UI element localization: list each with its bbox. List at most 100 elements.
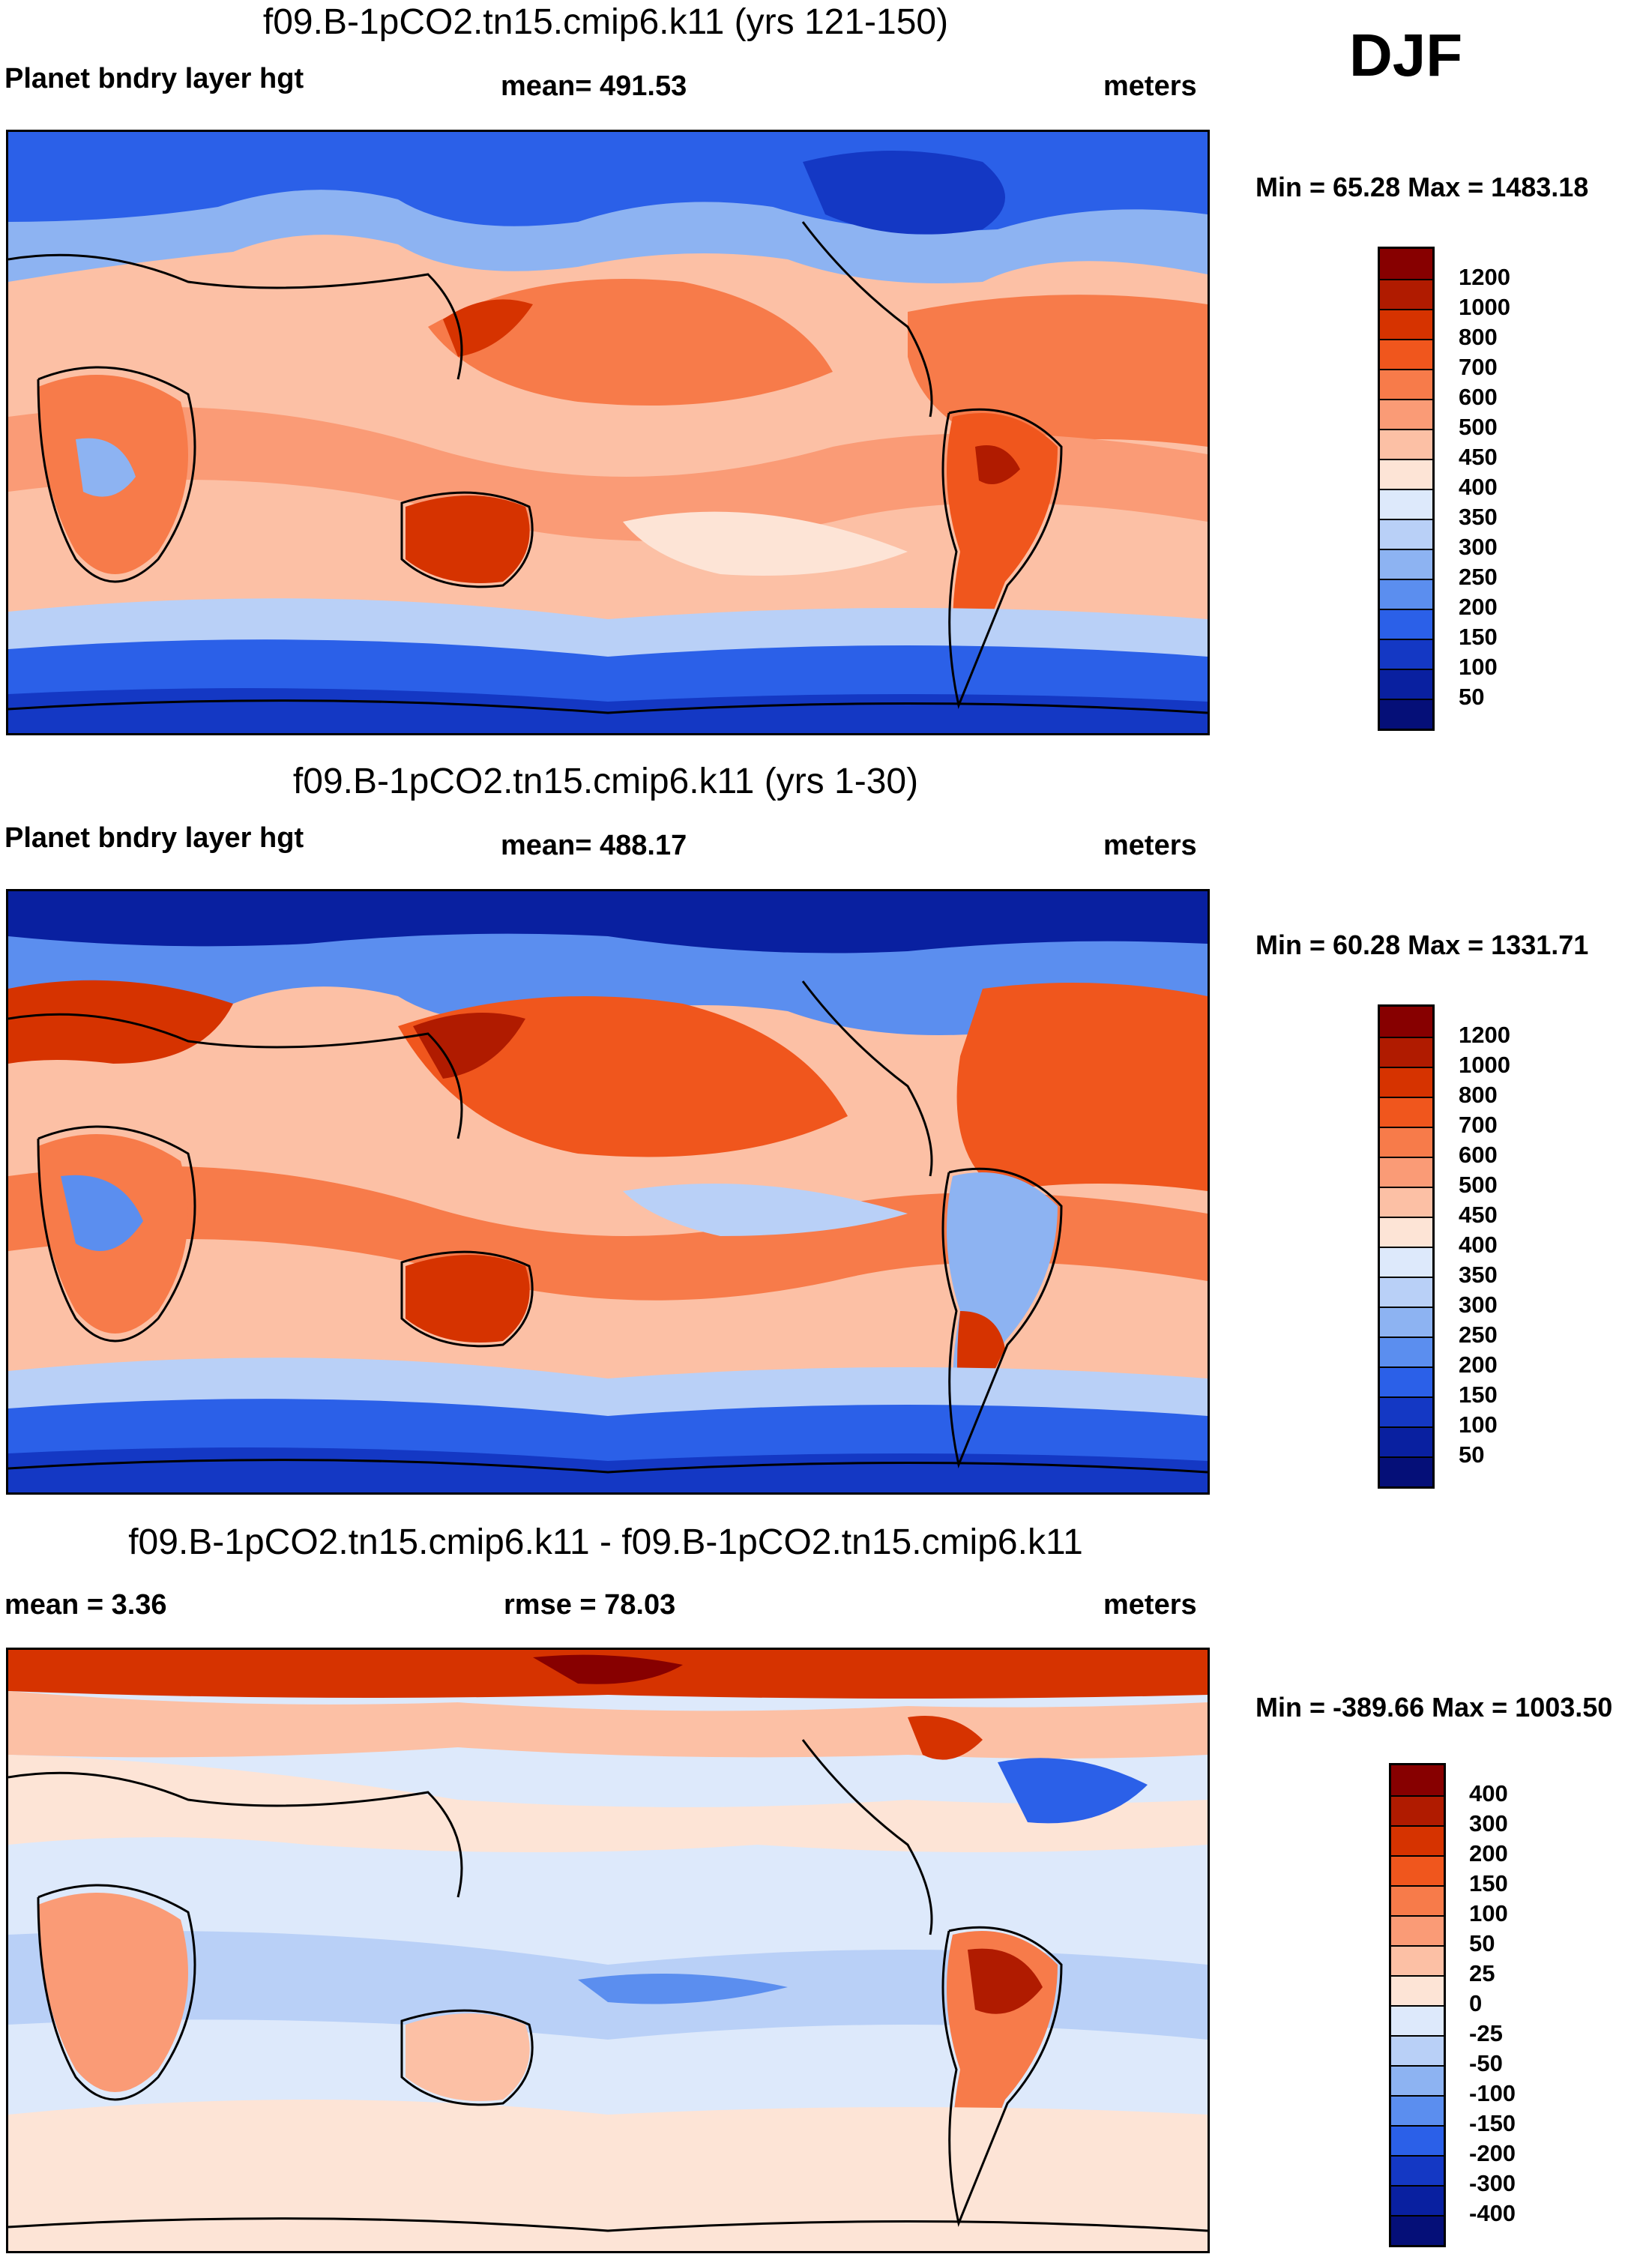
north-america-coastline [801,221,933,418]
colorbar-swatch [1391,2005,1444,2035]
colorbar-tick-label: -100 [1469,2080,1516,2106]
colorbar-tick-label: 700 [1459,354,1498,380]
colorbar-swatch [1380,519,1432,549]
panel-3-map [6,1648,1210,2253]
panel-3-rmse-label: rmse = 78.03 [504,1589,676,1621]
panel-2-map-svg [8,891,1208,1492]
panel-2-colorbar [1378,1004,1435,1489]
colorbar-tick-label: 300 [1459,1292,1498,1318]
colorbar-tick-label: 450 [1459,444,1498,470]
greenland-arctic-region [803,151,1005,235]
colorbar-tick-label: 200 [1469,1840,1508,1866]
colorbar-tick-label: 100 [1459,1411,1498,1438]
colorbar-swatch [1380,309,1432,339]
colorbar-tick-label: 1200 [1459,264,1510,290]
colorbar-tick-label: 400 [1459,1232,1498,1258]
panel-2-mean-label: mean= 488.17 [501,830,687,861]
colorbar-swatch [1391,1765,1444,1795]
panel-2-minmax: Min = 60.28 Max = 1331.71 [1255,929,1589,960]
colorbar-tick-label: 1200 [1459,1022,1510,1048]
amazon-peak-region [968,1948,1043,2014]
antarctica-region [8,1447,1208,1492]
colorbar-tick-label: 500 [1459,414,1498,440]
colorbar-tick-label: 400 [1459,474,1498,500]
colorbar-tick-label: 25 [1469,1960,1495,1986]
colorbar-swatch [1391,2215,1444,2245]
colorbar-swatch [1380,1007,1432,1037]
hudson-increase-region [908,1716,983,1760]
east-pacific-low-region [623,511,908,576]
colorbar-swatch [1391,2185,1444,2215]
kuroshio-peak-region [443,299,533,357]
central-africa-low-region [76,438,136,497]
colorbar-tick-label: 400 [1469,1780,1508,1806]
colorbar-swatch [1391,1825,1444,1855]
panel-3-minmax: Min = -389.66 Max = 1003.50 [1255,1692,1613,1723]
north-subtrop-region [8,1755,1208,1852]
colorbar-swatch [1380,1067,1432,1097]
colorbar-tick-label: -50 [1469,2050,1503,2076]
panel-2-map [6,889,1210,1495]
colorbar-swatch [1391,1795,1444,1825]
eurasia-coastline [8,1013,463,1139]
colorbar-tick-label: 600 [1459,1142,1498,1168]
panel-3-colorbar [1389,1763,1446,2247]
panel-3-units-label: meters [1103,1589,1197,1621]
colorbar-tick-label: 0 [1469,1990,1483,2016]
colorbar-swatch [1391,2125,1444,2155]
colorbar-swatch [1380,609,1432,639]
colorbar-swatch [1380,1037,1432,1067]
colorbar-swatch [1380,489,1432,519]
panel-1-mean-label: mean= 491.53 [501,70,687,102]
australia-coastline [400,491,534,588]
colorbar-swatch [1380,339,1432,369]
north-america-coastline [801,980,933,1177]
colorbar-swatch [1391,2065,1444,2095]
africa-coastline [37,366,196,583]
antarctica-coastline [8,699,1208,714]
panel-2-units-label: meters [1103,830,1197,861]
colorbar-tick-label: -200 [1469,2140,1516,2166]
colorbar-swatch [1391,1915,1444,1945]
colorbar-swatch [1380,1127,1432,1157]
africa-coastline [37,1125,196,1343]
colorbar-swatch [1380,1456,1432,1486]
southern-region [8,2100,1208,2251]
south-america-peak-region [975,445,1020,484]
arctic-region [8,891,1208,953]
colorbar-swatch [1391,2035,1444,2065]
colorbar-tick-label: 700 [1459,1112,1498,1138]
panel-2-title: f09.B-1pCO2.tn15.cmip6.k11 (yrs 1-30) [292,762,919,801]
colorbar-swatch [1380,1426,1432,1456]
colorbar-swatch [1391,1885,1444,1915]
colorbar-swatch [1391,1975,1444,2005]
kuroshio-peak-region [413,1013,525,1079]
season-label: DJF [1349,22,1463,88]
australia-region [406,2013,530,2101]
central-pacific-decrease-region [578,1974,788,2004]
colorbar-swatch [1380,549,1432,579]
colorbar-tick-label: 200 [1459,1352,1498,1378]
itcz-low-region [623,1184,908,1236]
colorbar-tick-label: -150 [1469,2110,1516,2136]
colorbar-swatch [1380,369,1432,399]
colorbar-tick-label: -25 [1469,2020,1503,2046]
colorbar-swatch [1380,1277,1432,1307]
south-america-coastline [941,1926,1063,2228]
colorbar-tick-label: 1000 [1459,294,1510,320]
colorbar-swatch [1380,699,1432,729]
colorbar-swatch [1391,2155,1444,2185]
colorbar-tick-label: 100 [1459,654,1498,680]
colorbar-tick-label: -400 [1469,2200,1516,2226]
colorbar-swatch [1391,1945,1444,1975]
colorbar-tick-label: 350 [1459,504,1498,530]
colorbar-swatch [1380,1307,1432,1337]
colorbar-tick-label: 300 [1459,534,1498,560]
colorbar-tick-label: 50 [1459,684,1485,710]
colorbar-tick-label: 350 [1459,1262,1498,1288]
colorbar-swatch [1391,2095,1444,2125]
colorbar-swatch [1380,1097,1432,1127]
antarctica-coastline [8,2217,1208,2232]
tropical-band-region [8,406,1208,541]
panel-1-colorbar [1378,247,1435,731]
